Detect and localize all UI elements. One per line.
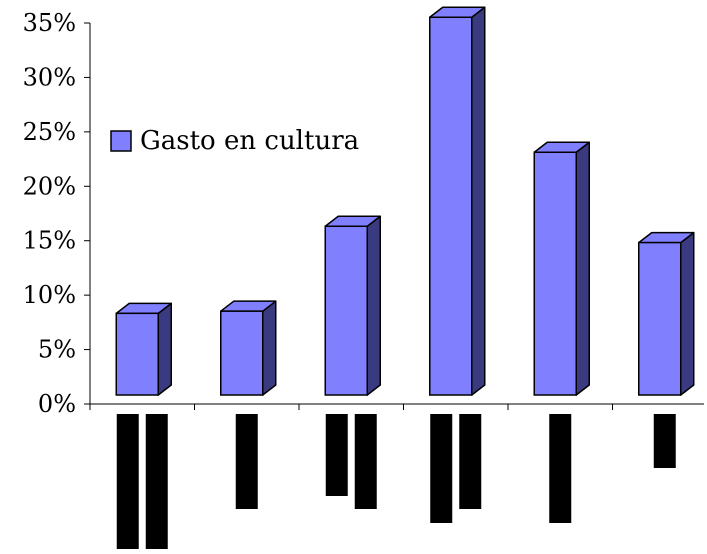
bar-side <box>575 141 590 396</box>
bar-side <box>157 302 172 396</box>
bar <box>429 6 486 396</box>
redaction-block <box>354 414 377 509</box>
redaction-block <box>325 414 348 496</box>
bar-front <box>429 16 473 396</box>
bar-front <box>533 151 577 396</box>
bar-side <box>471 6 486 396</box>
y-tick-label: 30% <box>23 63 76 91</box>
redaction-block <box>459 414 482 509</box>
redaction-block <box>145 414 168 550</box>
bar <box>638 231 695 396</box>
redaction-block <box>116 414 139 550</box>
bar-side <box>680 231 695 396</box>
x-axis <box>89 403 704 410</box>
bar-front <box>115 312 159 396</box>
redaction-block <box>430 414 453 523</box>
redaction-block <box>235 414 258 509</box>
bar <box>324 215 381 396</box>
redaction-block <box>549 414 572 523</box>
bar-side <box>262 300 277 396</box>
bar-front <box>220 310 264 396</box>
bar-front <box>324 225 368 396</box>
bar-side <box>366 215 381 396</box>
category-label-redacted <box>116 414 168 550</box>
category-label-redacted <box>235 414 258 509</box>
legend-swatch <box>110 130 132 152</box>
y-tick-label: 25% <box>23 118 76 146</box>
y-tick-label: 10% <box>23 281 76 309</box>
category-label-redacted <box>430 414 482 523</box>
category-label-redacted <box>549 414 572 523</box>
y-tick-label: 0% <box>38 390 76 418</box>
bar <box>533 141 590 396</box>
bars <box>115 6 695 396</box>
category-labels <box>116 414 676 550</box>
bar <box>220 300 277 396</box>
y-tick-label: 15% <box>23 227 76 255</box>
category-label-redacted <box>325 414 377 509</box>
legend: Gasto en cultura <box>110 126 359 156</box>
category-label-redacted <box>653 414 676 468</box>
bar-front <box>638 241 682 396</box>
redaction-block <box>653 414 676 468</box>
y-tick-label: 20% <box>23 172 76 200</box>
legend-label: Gasto en cultura <box>140 126 359 156</box>
y-tick-label: 35% <box>23 9 76 37</box>
y-tick-label: 5% <box>38 336 76 364</box>
y-axis: 0% 5% 10% 15% 20% 25% 30% 35% <box>23 9 91 418</box>
bar <box>115 302 172 396</box>
